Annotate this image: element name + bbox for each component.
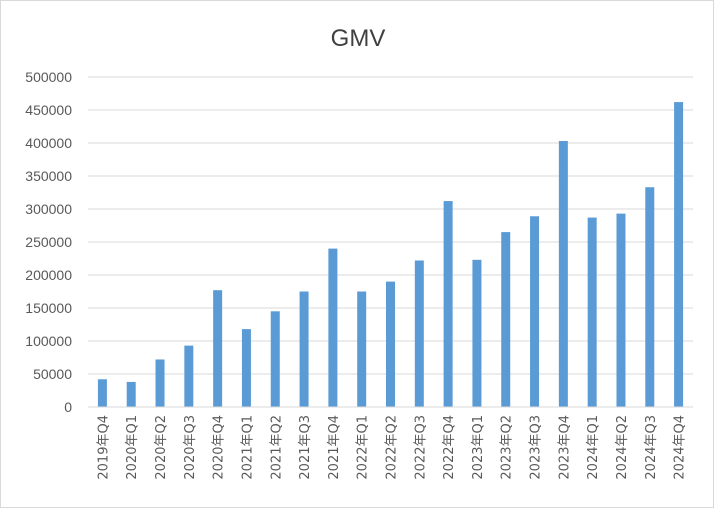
gridlines xyxy=(88,76,693,375)
x-tick-label: 2021年Q2 xyxy=(269,415,284,480)
x-tick-label: 2022年Q3 xyxy=(413,415,428,480)
x-tick-label: 2022年Q2 xyxy=(385,415,400,480)
x-tick-label: 2020年Q2 xyxy=(154,415,169,480)
y-tick-label: 0 xyxy=(64,399,72,415)
bars xyxy=(97,102,684,407)
x-tick-label: 2023年Q1 xyxy=(471,415,486,480)
bar xyxy=(530,216,540,407)
bar xyxy=(241,329,251,407)
bar xyxy=(443,201,453,407)
bar xyxy=(357,291,367,407)
bar xyxy=(645,187,655,407)
x-tick-label: 2023年Q2 xyxy=(500,415,515,480)
bar xyxy=(213,290,223,407)
x-tick-label: 2021年Q3 xyxy=(298,415,313,480)
bar xyxy=(414,260,424,407)
y-tick-label: 450000 xyxy=(25,102,72,118)
x-tick-label: 2019年Q4 xyxy=(96,415,111,480)
x-axis-tick-labels: 2019年Q4 2020年Q1 2020年Q2 2020年Q3 2020年Q4 2021年… xyxy=(96,415,687,480)
y-tick-label: 400000 xyxy=(25,135,72,151)
bar xyxy=(558,141,568,407)
x-tick-label: 2024年Q1 xyxy=(586,415,601,480)
y-tick-label: 250000 xyxy=(25,234,72,250)
x-tick-label: 2024年Q3 xyxy=(644,415,659,480)
x-tick-label: 2022年Q4 xyxy=(442,415,457,480)
y-tick-label: 150000 xyxy=(25,300,72,316)
x-tick-label: 2021年Q4 xyxy=(327,415,342,480)
bar xyxy=(126,381,136,407)
bar xyxy=(386,281,395,407)
bar xyxy=(501,232,511,407)
bar xyxy=(155,359,165,407)
y-tick-label: 350000 xyxy=(25,168,72,184)
x-tick-label: 2022年Q1 xyxy=(356,415,371,480)
x-tick-label: 2023年Q4 xyxy=(557,415,572,480)
chart-title: GMV xyxy=(331,25,386,52)
bar xyxy=(97,379,107,407)
bar xyxy=(587,217,597,407)
x-tick-label: 2020年Q3 xyxy=(183,415,198,480)
x-tick-label: 2021年Q1 xyxy=(240,415,255,480)
bar xyxy=(616,213,626,407)
x-tick-label: 2023年Q3 xyxy=(529,415,544,480)
bar xyxy=(184,345,194,407)
x-tick-label: 2024年Q4 xyxy=(673,415,688,480)
y-tick-label: 50000 xyxy=(33,366,72,382)
bar xyxy=(472,259,482,407)
x-tick-label: 2020年Q4 xyxy=(212,415,227,480)
bar xyxy=(328,248,338,407)
x-tick-label: 2020年Q1 xyxy=(125,415,140,480)
bar xyxy=(674,102,684,407)
y-tick-label: 200000 xyxy=(25,267,72,283)
y-tick-label: 500000 xyxy=(25,69,72,85)
y-tick-label: 300000 xyxy=(25,201,72,217)
bar xyxy=(270,311,280,407)
bar xyxy=(299,291,309,407)
x-tick-label: 2024年Q2 xyxy=(615,415,630,480)
y-axis-tick-labels: 0 50000 100000 150000 200000 250000 300000 3500… xyxy=(25,69,72,415)
y-tick-label: 100000 xyxy=(25,333,72,349)
